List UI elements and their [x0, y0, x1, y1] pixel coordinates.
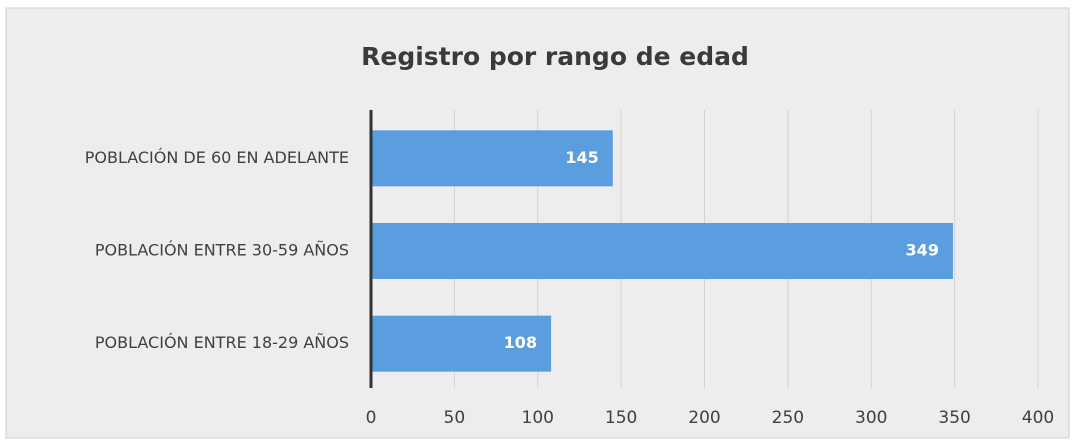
y-tick-label: POBLACIÓN ENTRE 18-29 AÑOS [95, 333, 349, 352]
x-tick-label: 400 [1022, 408, 1054, 428]
x-tick-label: 250 [772, 408, 804, 428]
bar [371, 315, 552, 372]
bar [371, 130, 613, 187]
y-tick-label: POBLACIÓN ENTRE 30-59 AÑOS [95, 241, 349, 260]
x-tick-label: 100 [522, 408, 554, 428]
x-tick-label: 0 [366, 408, 377, 428]
x-tick-label: 200 [688, 408, 720, 428]
y-tick-label: POBLACIÓN DE 60 EN ADELANTE [85, 148, 349, 167]
data-label: 145 [565, 148, 598, 167]
chart-title: Registro por rango de edad [361, 42, 749, 71]
data-label: 349 [906, 241, 939, 260]
x-tick-label: 350 [938, 408, 970, 428]
x-tick-label: 50 [444, 408, 466, 428]
data-label: 108 [504, 333, 537, 352]
x-tick-label: 300 [855, 408, 887, 428]
x-tick-label: 150 [605, 408, 637, 428]
bar [371, 223, 953, 279]
